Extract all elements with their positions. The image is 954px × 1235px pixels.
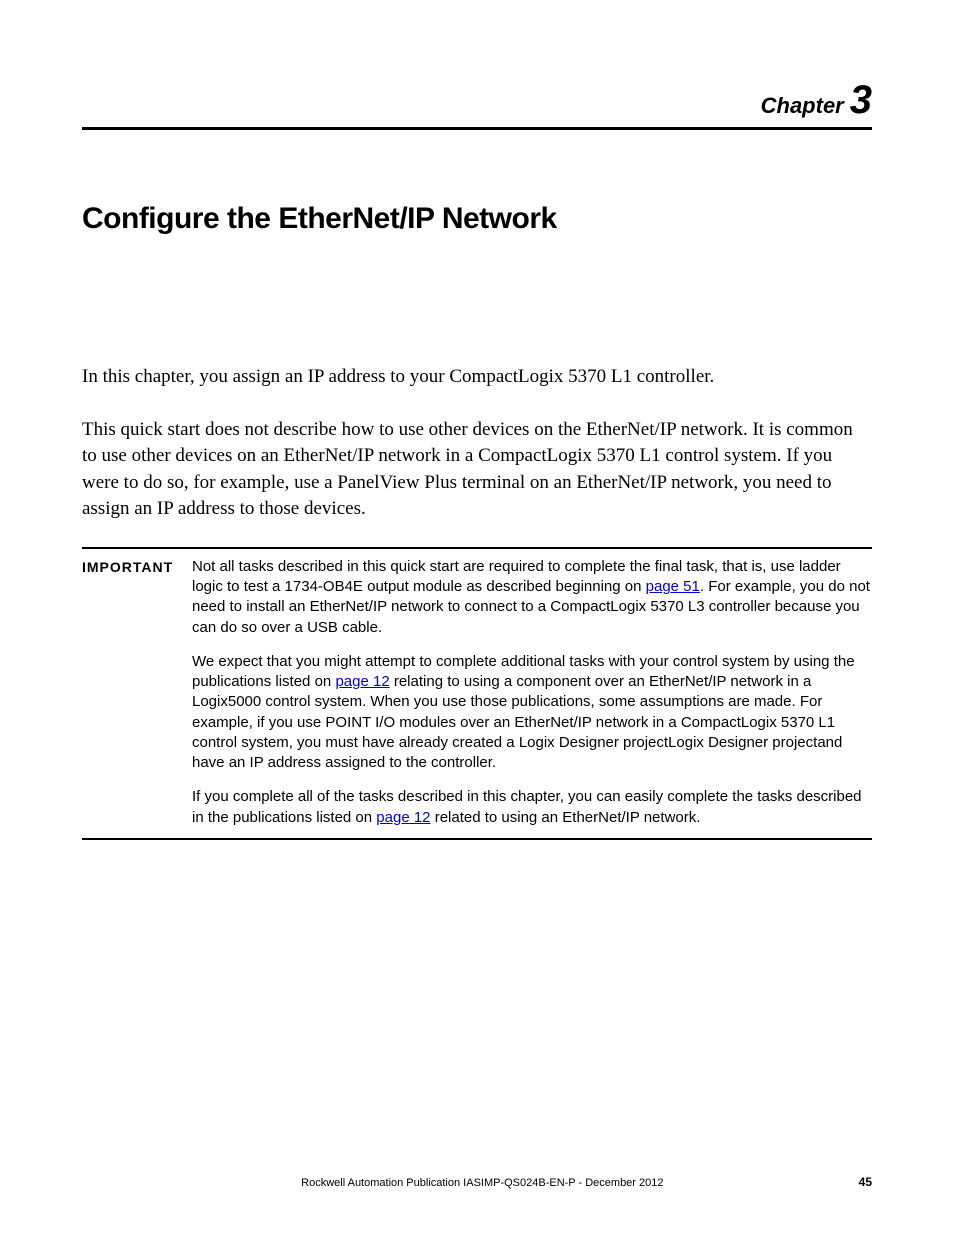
chapter-rule	[82, 127, 872, 130]
footer-page-number: 45	[859, 1175, 872, 1189]
important-text: related to using an EtherNet/IP network.	[431, 809, 701, 826]
important-para-3: If you complete all of the tasks describ…	[192, 787, 872, 828]
intro-paragraph-1: In this chapter, you assign an IP addres…	[82, 364, 872, 391]
important-para-2: We expect that you might attempt to comp…	[192, 652, 872, 774]
page-link-51[interactable]: page 51	[646, 578, 700, 595]
chapter-word: Chapter	[761, 93, 844, 119]
intro-paragraph-2: This quick start does not describe how t…	[82, 417, 872, 523]
important-callout: IMPORTANT Not all tasks described in thi…	[82, 547, 872, 840]
page-link-12[interactable]: page 12	[376, 809, 430, 826]
important-content: Not all tasks described in this quick st…	[192, 557, 872, 828]
important-label: IMPORTANT	[82, 557, 192, 828]
page-link-12[interactable]: page 12	[335, 673, 389, 690]
chapter-heading: Chapter 3	[82, 78, 872, 123]
page-container: Chapter 3 Configure the EtherNet/IP Netw…	[0, 0, 954, 1235]
chapter-number: 3	[850, 78, 872, 123]
page-title: Configure the EtherNet/IP Network	[82, 202, 872, 236]
page-footer: Rockwell Automation Publication IASIMP-Q…	[82, 1175, 872, 1189]
important-para-1: Not all tasks described in this quick st…	[192, 557, 872, 638]
footer-publication: Rockwell Automation Publication IASIMP-Q…	[106, 1177, 859, 1189]
